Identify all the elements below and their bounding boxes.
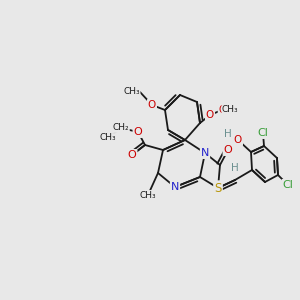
Text: H: H bbox=[224, 129, 232, 139]
Text: O: O bbox=[206, 110, 214, 120]
Text: Cl: Cl bbox=[283, 180, 293, 190]
Text: N: N bbox=[201, 148, 209, 158]
Text: O: O bbox=[134, 127, 142, 137]
Text: O: O bbox=[128, 150, 136, 160]
Text: H: H bbox=[231, 163, 239, 173]
Text: CH₃: CH₃ bbox=[100, 134, 116, 142]
Text: O: O bbox=[134, 127, 142, 137]
Text: Cl: Cl bbox=[283, 180, 293, 190]
Text: S: S bbox=[214, 182, 222, 194]
Text: O: O bbox=[224, 145, 232, 155]
Text: Cl: Cl bbox=[258, 128, 268, 138]
Text: N: N bbox=[201, 148, 209, 158]
Text: O: O bbox=[148, 100, 156, 110]
Text: H: H bbox=[231, 163, 239, 173]
Text: O: O bbox=[148, 100, 156, 110]
Text: Cl: Cl bbox=[258, 128, 268, 138]
Text: H: H bbox=[224, 129, 232, 139]
Text: CH₂: CH₂ bbox=[113, 124, 129, 133]
Text: O: O bbox=[128, 150, 136, 160]
Text: O: O bbox=[234, 135, 242, 145]
Text: CH₃: CH₃ bbox=[222, 106, 238, 115]
Text: N: N bbox=[171, 182, 179, 192]
Text: O: O bbox=[206, 110, 214, 120]
Text: S: S bbox=[214, 182, 222, 194]
Text: O: O bbox=[224, 145, 232, 155]
Text: O: O bbox=[234, 135, 242, 145]
Text: O: O bbox=[206, 110, 214, 120]
Text: CH₃: CH₃ bbox=[123, 88, 140, 97]
Text: CH₃: CH₃ bbox=[140, 190, 156, 200]
Text: O: O bbox=[218, 105, 226, 115]
Text: N: N bbox=[171, 182, 179, 192]
